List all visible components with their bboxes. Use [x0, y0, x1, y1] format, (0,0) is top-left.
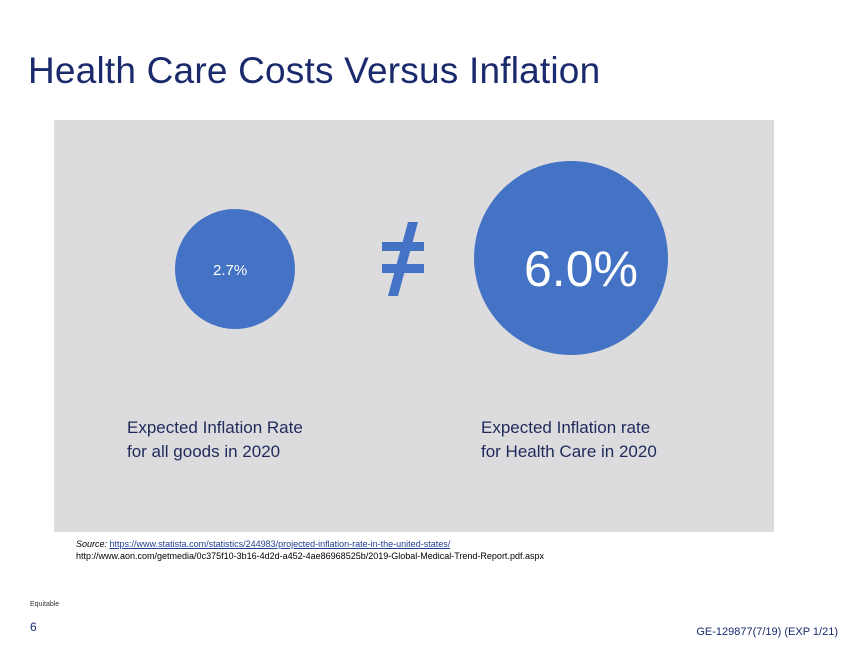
source-citation: Source: https://www.statista.com/statist… — [76, 538, 544, 562]
source-prefix: Source: — [76, 539, 108, 549]
health-care-inflation-label-line1: Expected Inflation rate — [481, 418, 651, 437]
general-inflation-label: Expected Inflation Rate for all goods in… — [127, 416, 303, 464]
general-inflation-label-line1: Expected Inflation Rate — [127, 418, 303, 437]
page-number: 6 — [30, 620, 37, 634]
source-link-aon: http://www.aon.com/getmedia/0c375f10-3b1… — [76, 551, 544, 561]
general-inflation-value: 2.7% — [213, 262, 248, 279]
health-care-inflation-label: Expected Inflation rate for Health Care … — [481, 416, 657, 464]
not-equal-icon — [382, 222, 424, 296]
health-care-inflation-label-line2: for Health Care in 2020 — [481, 442, 657, 461]
inflation-circle-small — [175, 209, 295, 329]
document-code: GE-129877(7/19) (EXP 1/21) — [696, 626, 838, 638]
brand-name: Equitable — [30, 601, 60, 608]
source-link-statista[interactable]: https://www.statista.com/statistics/2449… — [109, 539, 451, 549]
slide-title: Health Care Costs Versus Inflation — [28, 50, 601, 91]
comparison-panel — [54, 120, 774, 532]
inflation-circle-large — [474, 161, 668, 355]
general-inflation-label-line2: for all goods in 2020 — [127, 442, 281, 461]
health-care-inflation-value: 6.0% — [524, 241, 638, 297]
